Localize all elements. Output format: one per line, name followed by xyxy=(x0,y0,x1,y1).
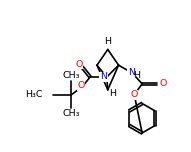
Text: CH₃: CH₃ xyxy=(63,71,80,81)
Text: O: O xyxy=(131,90,138,99)
Text: H₃C: H₃C xyxy=(25,90,43,99)
Text: H: H xyxy=(104,37,111,46)
Text: O: O xyxy=(76,60,83,69)
Text: H: H xyxy=(133,71,140,79)
Text: H: H xyxy=(109,89,116,98)
Text: CH₃: CH₃ xyxy=(63,109,80,118)
Text: N: N xyxy=(128,68,135,77)
Text: O: O xyxy=(78,81,85,90)
Text: O: O xyxy=(160,79,167,88)
Text: N: N xyxy=(100,73,107,81)
